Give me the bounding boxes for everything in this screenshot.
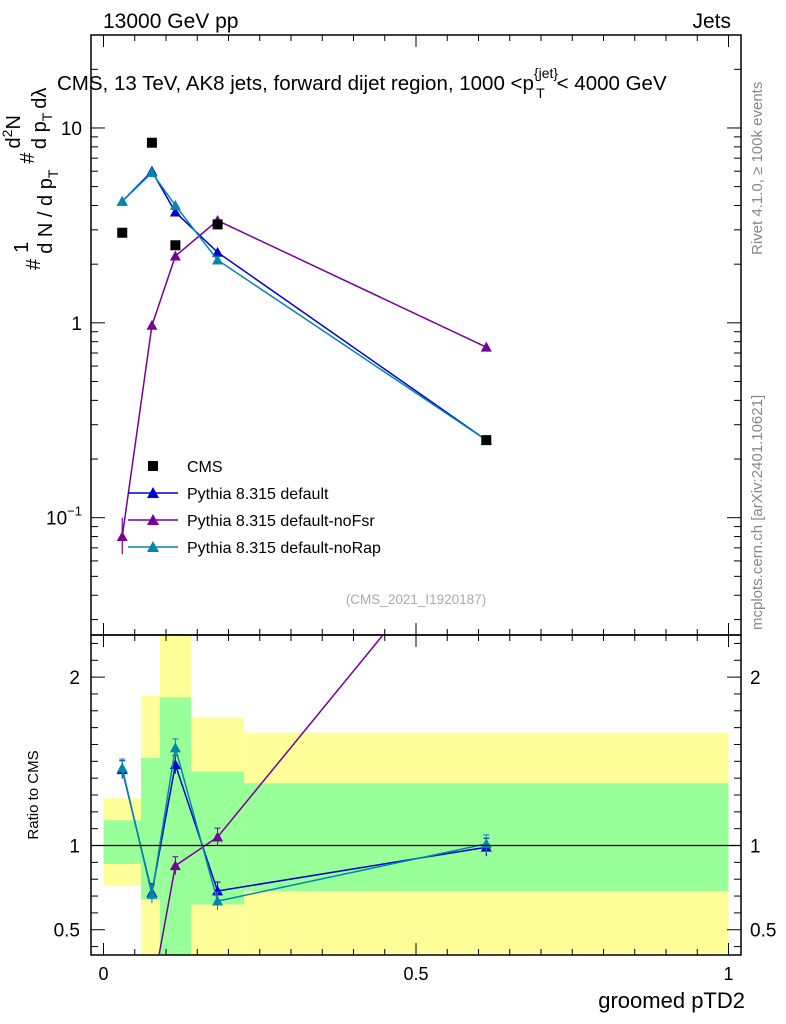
y-tick-label-main: 1	[71, 314, 82, 335]
series-point-2	[146, 167, 158, 178]
analysis-id: (CMS_2021_I1920187)	[346, 592, 486, 607]
y-tick-label-ratio-left: 0.5	[54, 921, 80, 942]
header-left: 13000 GeV pp	[103, 10, 238, 33]
series-point-1	[480, 341, 492, 352]
series-point-1	[169, 250, 181, 261]
data-point-cms	[117, 227, 128, 238]
header-right: Jets	[692, 10, 731, 33]
band-inner-0	[103, 820, 141, 865]
ratio-uncertainty-bands	[103, 635, 729, 955]
mcplots-side-label: mcplots.cern.ch [arXiv:2401.10621]	[749, 395, 766, 630]
ratio-point-1	[146, 988, 157, 998]
series-point-0	[169, 206, 181, 217]
chart-title: CMS, 13 TeV, AK8 jets, forward dijet reg…	[57, 65, 667, 101]
y-tick-label-ratio-left: 2	[69, 668, 80, 689]
legend-label-nofsr: Pythia 8.315 default-noFsr	[187, 513, 375, 530]
y-tick-label-ratio-right: 1	[750, 837, 761, 858]
ratio-point-2	[212, 895, 224, 906]
rivet-side-label: Rivet 4.1.0, ≥ 100k events	[749, 82, 766, 255]
ratio-point-2	[116, 762, 128, 773]
x-tick-label: 0.5	[403, 964, 428, 984]
data-point-cms	[146, 137, 157, 148]
legend-marker-cms	[148, 461, 158, 471]
data-point-cms	[212, 219, 223, 230]
ratio-point-1	[212, 831, 224, 842]
y-tick-label-main: 10−1	[46, 504, 82, 530]
y-tick-label-ratio-left: 1	[69, 837, 80, 858]
ratio-point-1	[117, 1003, 128, 1013]
series-point-2	[116, 195, 128, 206]
y-tick-label-main: 10	[61, 119, 82, 140]
legend-marker-norap	[147, 541, 159, 552]
chart-title-text: CMS, 13 TeV, AK8 jets, forward dijet reg…	[57, 65, 667, 101]
legend-marker-nofsr	[147, 514, 159, 525]
ratio-point-1	[481, 503, 492, 513]
x-tick-label: 0	[98, 964, 108, 984]
y-tick-label-ratio-right: 2	[750, 668, 761, 689]
y-axis-label-main: #1 d N / d pT#d2N d pTdλ	[0, 88, 61, 270]
data-point-cms	[170, 240, 181, 251]
series-point-1	[146, 319, 158, 330]
ratio-point-1	[169, 860, 181, 871]
legend-label-norap: Pythia 8.315 default-noRap	[187, 540, 381, 557]
x-axis-label: groomed pTD2	[598, 988, 745, 1013]
data-point-cms	[481, 435, 492, 446]
ratio-point-2	[169, 742, 181, 753]
ratio-point-2	[146, 888, 158, 899]
legend-label-cms: CMS	[187, 459, 223, 476]
y-tick-label-ratio-right: 0.5	[750, 921, 776, 942]
legend: CMS Pythia 8.315 default Pythia 8.315 de…	[128, 459, 381, 557]
ratio-series-layer	[116, 503, 492, 1013]
band-inner-1	[141, 757, 160, 900]
series-point-0	[212, 246, 224, 257]
x-tick-label: 1	[723, 964, 733, 984]
series-point-2	[212, 254, 224, 265]
series-point-2	[169, 200, 181, 210]
y-axis-label-ratio: Ratio to CMS	[25, 750, 42, 839]
main-series-layer	[116, 137, 492, 555]
legend-label-default: Pythia 8.315 default	[187, 486, 329, 503]
axis-ticks	[91, 34, 741, 955]
legend-marker-default	[147, 487, 159, 498]
